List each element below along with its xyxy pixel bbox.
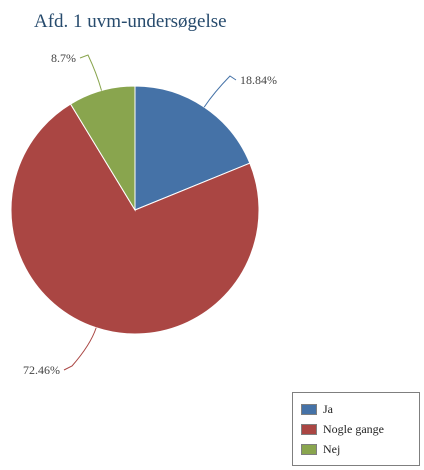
pie-slice-nogle-gange[interactable] bbox=[10, 103, 260, 335]
label-connector-nogle-gange bbox=[63, 327, 97, 371]
legend-swatch-nej bbox=[301, 443, 317, 455]
legend: Ja Nogle gange Nej bbox=[292, 392, 420, 466]
data-label-ja: 18.84% bbox=[240, 73, 277, 87]
chart-title: Afd. 1 uvm-undersøgelse bbox=[34, 11, 227, 32]
legend-item-nogle-gange[interactable]: Nogle gange bbox=[301, 419, 419, 439]
label-connector-nej bbox=[79, 54, 103, 91]
label-connectors bbox=[63, 54, 237, 371]
legend-item-ja[interactable]: Ja bbox=[301, 399, 419, 419]
legend-swatch-ja bbox=[301, 403, 317, 415]
legend-swatch-nogle-gange bbox=[301, 423, 317, 435]
pie-slice-nej[interactable] bbox=[69, 85, 136, 212]
pie-slices bbox=[10, 85, 260, 335]
data-label-nej: 8.7% bbox=[51, 51, 76, 65]
label-connector-ja bbox=[203, 75, 237, 108]
legend-label-nej: Nej bbox=[323, 441, 341, 456]
legend-item-nej[interactable]: Nej bbox=[301, 439, 419, 459]
legend-label-ja: Ja bbox=[323, 401, 333, 416]
legend-label-nogle-gange: Nogle gange bbox=[323, 421, 384, 436]
data-labels: 18.84% 72.46% 8.7% bbox=[23, 51, 277, 377]
data-label-nogle-gange: 72.46% bbox=[23, 363, 60, 377]
